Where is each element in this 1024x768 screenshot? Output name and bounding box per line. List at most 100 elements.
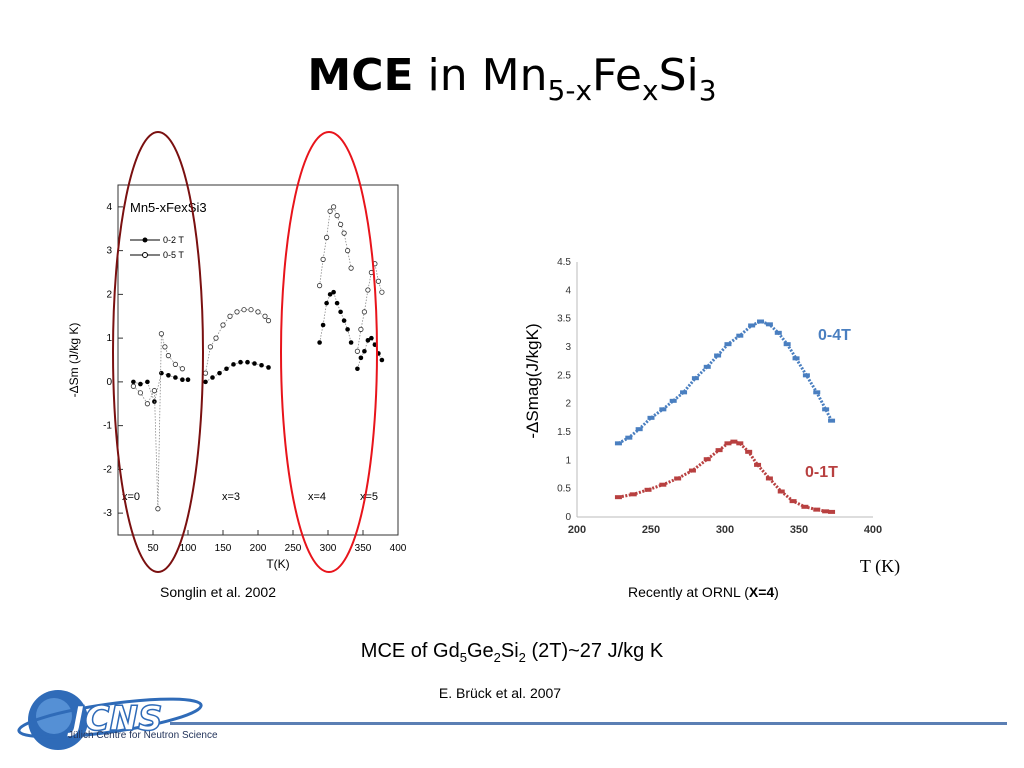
panel-label: x=3 (222, 491, 240, 503)
left-data-point (203, 379, 208, 385)
right-data-point (754, 462, 762, 467)
legend-label: 0-5 T (163, 250, 184, 260)
slide-title: MCE in Mn5-xFexSi3 (0, 50, 1024, 107)
left-data-point (179, 366, 185, 372)
left-data-point (165, 353, 171, 359)
jcns-logo: JCNS (17, 690, 203, 750)
caption-right: Recently at ORNL (X=4) (628, 584, 779, 600)
right-series-label: 0-4T (818, 327, 851, 344)
caption-left: Songlin et al. 2002 (160, 584, 276, 600)
right-series-line (617, 319, 833, 445)
right-y-tick-label: 1 (565, 455, 571, 466)
left-data-point (241, 307, 247, 313)
left-data-point (344, 248, 351, 254)
dark-red-highlight-oval (112, 131, 204, 573)
left-data-point (145, 379, 150, 385)
left-data-point (323, 234, 330, 241)
left-x-tick-label: 400 (390, 543, 407, 554)
left-data-point (379, 289, 385, 295)
left-y-tick-label: -2 (103, 464, 112, 475)
red-highlight-oval (280, 131, 378, 573)
left-data-point (207, 344, 213, 350)
left-data-point (334, 300, 340, 306)
left-data-point (324, 300, 329, 306)
right-data-point (736, 441, 744, 446)
left-x-tick-label: 100 (180, 543, 197, 554)
left-series-line (133, 333, 183, 509)
left-data-point (358, 326, 364, 332)
title-mce: MCE (307, 50, 414, 101)
right-data-point (828, 509, 836, 514)
left-data-point (262, 313, 268, 319)
left-data-point (369, 335, 374, 341)
left-data-point (220, 322, 226, 328)
left-data-point (358, 355, 364, 361)
left-data-point (354, 348, 360, 354)
left-data-point (355, 366, 360, 372)
left-data-point (234, 309, 240, 315)
right-y-tick-label: 0 (565, 512, 571, 523)
left-data-point (217, 370, 222, 376)
right-y-tick-label: 1.5 (557, 427, 571, 438)
right-data-point (813, 507, 821, 512)
right-data-point (691, 376, 699, 381)
left-data-point (348, 265, 354, 271)
left-x-tick-label: 50 (147, 543, 159, 554)
right-data-point (757, 319, 765, 324)
left-y-tick-label: 3 (106, 246, 112, 257)
left-data-point (130, 383, 136, 389)
left-data-point (252, 361, 257, 366)
right-data-point (736, 333, 744, 338)
left-y-tick-label: 0 (106, 377, 112, 388)
footer-rule (170, 722, 1007, 725)
left-data-point (365, 287, 371, 293)
panel-label: x=0 (122, 491, 140, 503)
left-data-point (248, 307, 254, 313)
right-data-point (688, 468, 696, 473)
legend-label: 0-2 T (163, 235, 184, 245)
left-x-tick-label: 350 (355, 543, 372, 554)
right-data-point (703, 457, 711, 462)
left-data-point (158, 331, 164, 337)
left-data-point (348, 340, 354, 345)
right-x-tick-label: 350 (790, 524, 808, 536)
left-data-point (375, 278, 381, 284)
left-data-point (180, 377, 185, 382)
left-data-point (341, 230, 347, 236)
panel-label: x=5 (360, 491, 378, 503)
left-data-point (338, 309, 343, 315)
left-y-tick-label: 4 (106, 202, 112, 213)
right-data-point (703, 364, 711, 369)
left-data-point (231, 362, 236, 367)
logo-caption: Jülich Centre for Neutron Science (68, 730, 218, 741)
left-plot-frame (117, 184, 399, 536)
left-data-point (317, 340, 322, 345)
left-data-point (173, 375, 178, 380)
right-data-point (680, 390, 688, 395)
left-data-point (213, 335, 219, 341)
right-y-tick-label: 4 (565, 285, 571, 296)
right-data-point (644, 487, 652, 492)
right-series-label: 0-1T (805, 464, 838, 481)
right-data-point (822, 407, 830, 412)
left-data-point (316, 283, 323, 289)
left-data-point (166, 373, 171, 378)
right-y-tick-label: 4.5 (557, 257, 571, 268)
right-x-axis-label: T (K) (860, 556, 900, 577)
mce-gd-statement: MCE of Gd5Ge2Si2 (2T)~27 J/kg K (360, 640, 664, 665)
left-data-point (345, 327, 350, 332)
left-y-tick-label: -3 (103, 508, 112, 519)
left-data-point (210, 375, 215, 380)
left-x-tick-label: 300 (320, 543, 337, 554)
logo-letters: JCNS (66, 699, 163, 739)
left-data-point (172, 361, 178, 367)
left-series-line (205, 309, 269, 374)
left-data-point (361, 309, 367, 315)
left-data-point (144, 401, 150, 407)
right-data-point (669, 398, 677, 403)
left-data-point (337, 221, 344, 227)
left-data-point (245, 359, 250, 365)
right-x-tick-label: 200 (568, 524, 586, 536)
legend-marker-0-5T (142, 252, 148, 258)
legend-marker-0-2T (142, 237, 148, 243)
